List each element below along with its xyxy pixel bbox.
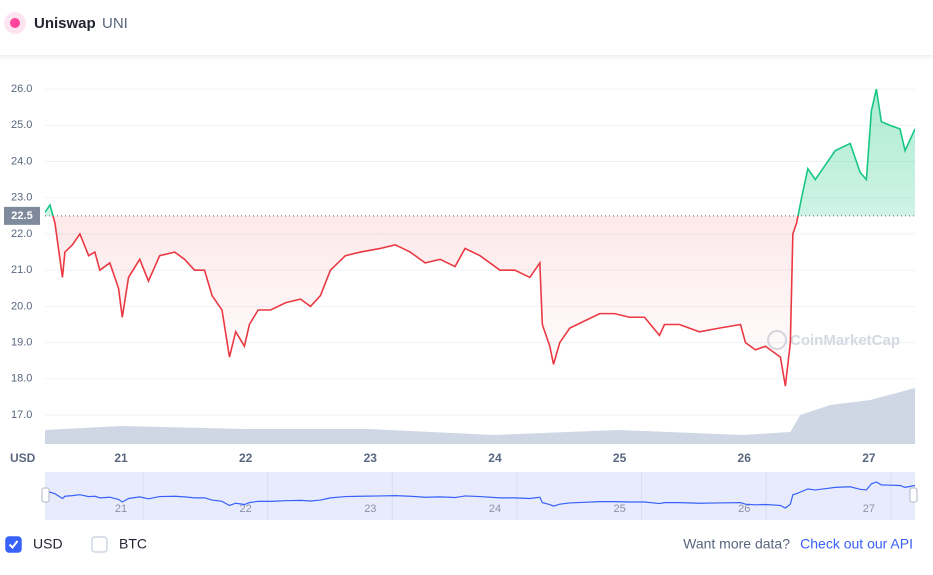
navigator-tick-label: 27 (863, 503, 875, 515)
volume-area (45, 388, 915, 444)
y-tick-label: 17.0 (11, 409, 32, 421)
price-chart: 17.0 18.0 19.0 20.0 21.0 22.0 23.0 24.0 25.0 26.0… (4, 83, 918, 553)
check-mark (8, 540, 19, 550)
coin-symbol: UNI (102, 15, 128, 32)
y-tick-label: 22.0 (11, 228, 32, 240)
navigator-handle[interactable] (41, 487, 50, 503)
x-tick-label: 25 (613, 451, 627, 465)
watermark: CoinMarketCap (790, 332, 900, 349)
currency-checkbox[interactable] (5, 536, 22, 553)
navigator-handle[interactable] (909, 487, 918, 503)
axis-unit: USD (10, 451, 36, 465)
navigator-tick-label: 22 (240, 503, 252, 515)
api-link[interactable]: Check out our API (800, 536, 913, 552)
price-line-down (52, 215, 799, 387)
x-tick-label: 27 (862, 451, 876, 465)
header-bar (0, 0, 933, 55)
x-tick-label: 21 (114, 451, 128, 465)
navigator-line (44, 481, 916, 509)
x-tick-label: 22 (239, 451, 253, 465)
price-line-up (45, 88, 915, 216)
footer-text: Want more data? (683, 536, 790, 552)
navigator-tick-label: 25 (613, 503, 625, 515)
y-tick-label: 23.0 (11, 192, 32, 204)
navigator-tick-label: 26 (738, 503, 750, 515)
currency-checkbox[interactable] (91, 536, 108, 553)
navigator-tick-label: 23 (364, 503, 376, 515)
y-tick-label: 19.0 (11, 337, 32, 349)
coin-logo-mark (10, 18, 20, 28)
baseline-label-bg (4, 206, 40, 225)
area-down (52, 215, 799, 387)
x-tick-label: 23 (364, 451, 378, 465)
x-tick-label: 24 (488, 451, 502, 465)
navigator-tick-label: 21 (115, 503, 127, 515)
y-tick-label: 21.0 (11, 264, 32, 276)
coin-name: Uniswap (34, 15, 96, 32)
y-tick-label: 26.0 (11, 83, 32, 95)
y-tick-label: 24.0 (11, 155, 32, 167)
navigator-tick-label: 24 (489, 503, 501, 515)
currency-label[interactable]: BTC (119, 536, 147, 552)
x-tick-label: 26 (738, 451, 752, 465)
y-tick-label: 20.0 (11, 300, 32, 312)
currency-label[interactable]: USD (33, 536, 63, 552)
baseline-label: 22.5 (11, 210, 32, 222)
area-up (45, 89, 915, 216)
y-tick-label: 18.0 (11, 373, 32, 385)
y-tick-label: 25.0 (11, 119, 32, 131)
